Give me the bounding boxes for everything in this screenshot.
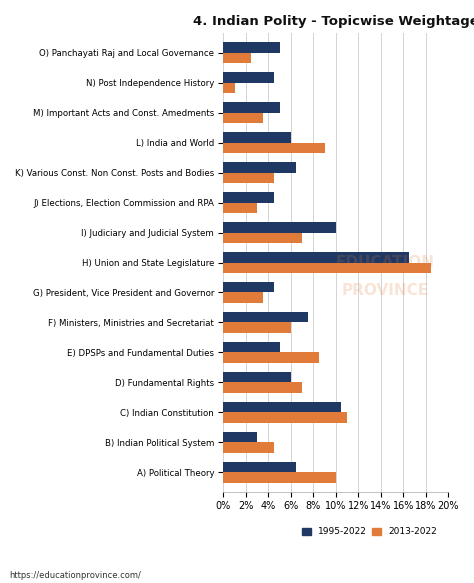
- Bar: [223, 192, 274, 203]
- Bar: [223, 173, 274, 183]
- Bar: [223, 322, 291, 333]
- Text: EDUCATION: EDUCATION: [336, 255, 435, 270]
- Bar: [223, 402, 341, 412]
- Bar: [223, 72, 274, 83]
- Bar: [223, 412, 347, 423]
- Bar: [223, 53, 251, 64]
- Bar: [223, 462, 296, 472]
- Bar: [223, 113, 263, 123]
- Bar: [223, 432, 257, 442]
- Title: 4. Indian Polity - Topicwise Weightage: 4. Indian Polity - Topicwise Weightage: [193, 15, 474, 28]
- Bar: [223, 312, 308, 322]
- Bar: [223, 442, 274, 453]
- Bar: [223, 472, 336, 483]
- Bar: [223, 143, 325, 153]
- Bar: [223, 252, 409, 262]
- Bar: [223, 222, 336, 233]
- Text: PROVINCE: PROVINCE: [342, 283, 429, 297]
- Bar: [223, 102, 280, 113]
- Bar: [223, 83, 235, 93]
- Bar: [223, 293, 263, 303]
- Bar: [223, 282, 274, 293]
- Text: https://educationprovince.com/: https://educationprovince.com/: [9, 571, 141, 580]
- Bar: [223, 372, 291, 382]
- Bar: [223, 233, 302, 243]
- Bar: [223, 382, 302, 393]
- Legend: 1995-2022, 2013-2022: 1995-2022, 2013-2022: [298, 524, 441, 540]
- Bar: [223, 203, 257, 213]
- Bar: [223, 342, 280, 352]
- Bar: [223, 352, 319, 363]
- Bar: [223, 162, 296, 173]
- Bar: [223, 262, 431, 273]
- Bar: [223, 43, 280, 53]
- Bar: [223, 132, 291, 143]
